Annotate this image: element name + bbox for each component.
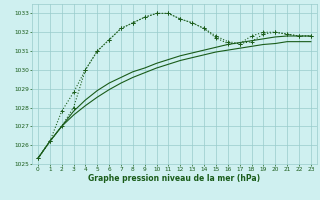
X-axis label: Graphe pression niveau de la mer (hPa): Graphe pression niveau de la mer (hPa) — [88, 174, 260, 183]
